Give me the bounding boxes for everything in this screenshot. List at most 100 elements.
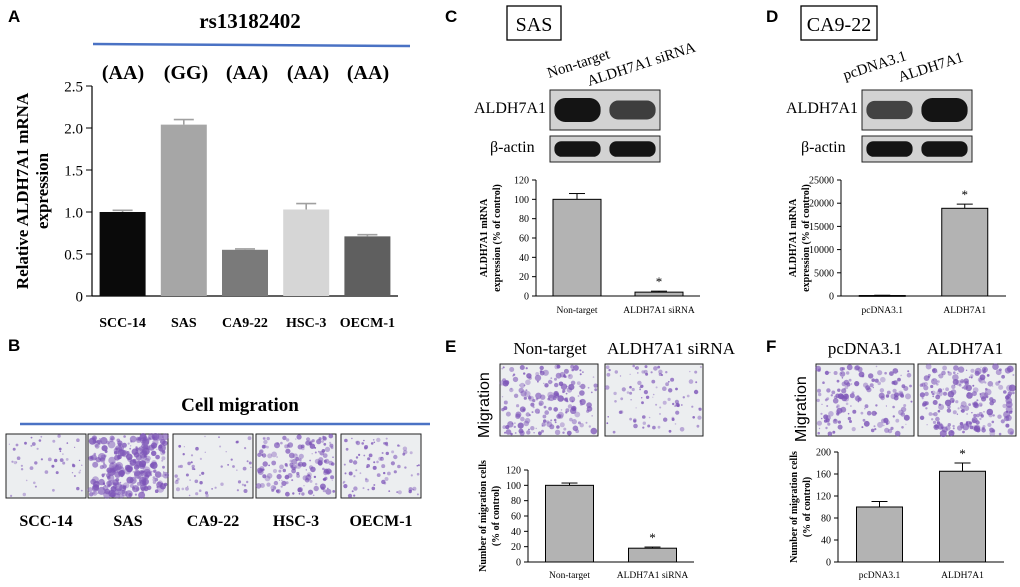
stained-cell <box>882 424 885 427</box>
stained-cell <box>553 407 558 412</box>
stained-cell <box>629 417 632 421</box>
stained-cell <box>11 460 14 463</box>
stained-cell <box>512 375 514 377</box>
stained-cell <box>38 439 42 442</box>
stained-cell <box>156 481 163 488</box>
stained-cell <box>984 381 987 384</box>
stained-cell <box>999 368 1002 372</box>
stained-cell <box>94 457 97 460</box>
stained-cell <box>818 427 821 430</box>
panel-f-migration-images <box>815 363 1017 438</box>
stained-cell <box>273 480 279 486</box>
stained-cell <box>348 471 353 476</box>
panel-d-letter: D <box>766 7 778 26</box>
stained-cell <box>174 474 178 478</box>
stained-cell <box>871 378 875 383</box>
stained-cell <box>826 405 829 407</box>
stained-cell <box>854 381 860 387</box>
stained-cell <box>923 385 929 391</box>
stained-cell <box>578 385 581 388</box>
stained-cell <box>975 420 980 425</box>
y-axis-title: expression (% of control) <box>492 184 503 292</box>
stained-cell <box>185 486 189 491</box>
stained-cell <box>657 425 661 429</box>
stained-cell <box>118 492 120 494</box>
stained-cell <box>1003 411 1011 418</box>
stained-cell <box>963 385 968 390</box>
stained-cell <box>124 464 131 471</box>
bar <box>344 236 391 296</box>
stained-cell <box>864 407 866 410</box>
stained-cell <box>62 453 64 455</box>
stained-cell <box>925 363 932 370</box>
stained-cell <box>892 388 897 393</box>
x-category-label: pcDNA3.1 <box>859 571 901 581</box>
stained-cell <box>588 425 591 428</box>
image-frame <box>172 433 254 499</box>
stained-cell <box>992 385 994 387</box>
stained-cell <box>342 482 345 484</box>
stained-cell <box>652 393 655 396</box>
y-tick-label: 2.0 <box>64 121 83 137</box>
stained-cell <box>16 456 21 461</box>
stained-cell <box>397 490 402 495</box>
stained-cell <box>285 491 290 497</box>
stained-cell <box>278 469 282 473</box>
stained-cell <box>59 458 64 462</box>
stained-cell <box>983 411 985 413</box>
stained-cell <box>953 371 956 375</box>
stained-cell <box>562 389 566 393</box>
stained-cell <box>655 386 658 389</box>
stained-cell <box>974 367 982 375</box>
stained-cell <box>526 373 532 379</box>
stained-cell <box>298 453 304 459</box>
stained-cell <box>363 439 365 442</box>
stained-cell <box>322 467 325 471</box>
stained-cell <box>343 463 346 466</box>
stained-cell <box>977 377 983 382</box>
stained-cell <box>973 401 978 406</box>
stained-cell <box>903 386 909 391</box>
stained-cell <box>393 470 397 474</box>
stained-cell <box>187 485 189 487</box>
stained-cell <box>296 471 300 476</box>
stained-cell <box>303 485 305 487</box>
stained-cell <box>943 391 947 396</box>
migration-image <box>172 433 254 499</box>
stained-cell <box>839 371 846 377</box>
stained-cell <box>903 414 910 421</box>
stained-cell <box>154 462 157 465</box>
stained-cell <box>972 425 978 431</box>
stained-cell <box>997 414 1002 419</box>
stained-cell <box>140 453 148 461</box>
stained-cell <box>322 436 327 441</box>
stained-cell <box>347 493 353 498</box>
stained-cell <box>979 374 986 381</box>
stained-cell <box>519 382 525 389</box>
stained-cell <box>851 427 856 432</box>
stained-cell <box>653 366 658 371</box>
stained-cell <box>539 365 544 371</box>
stained-cell <box>691 405 694 408</box>
stained-cell <box>51 464 55 468</box>
stained-cell <box>556 393 560 397</box>
stained-cell <box>130 445 132 447</box>
stained-cell <box>373 441 376 444</box>
stained-cell <box>659 406 662 409</box>
stained-cell <box>905 423 907 425</box>
stained-cell <box>818 392 822 397</box>
stained-cell <box>74 446 76 448</box>
panel-d: D CA9-22 pcDNA3.1 ALDH7A1 ALDH7A1 β-acti… <box>766 5 1006 316</box>
stained-cell <box>416 464 419 467</box>
stained-cell <box>981 426 985 430</box>
stained-cell <box>140 480 142 482</box>
stained-cell <box>674 423 677 425</box>
stained-cell <box>693 389 699 395</box>
stained-cell <box>612 430 616 434</box>
stained-cell <box>219 445 222 448</box>
stained-cell <box>247 436 252 441</box>
stained-cell <box>185 473 189 477</box>
stained-cell <box>571 368 574 372</box>
stained-cell <box>832 430 836 434</box>
stained-cell <box>645 395 650 399</box>
